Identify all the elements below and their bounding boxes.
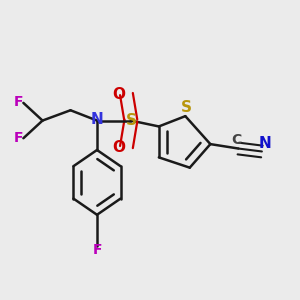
Text: N: N [91, 112, 103, 127]
Text: C: C [232, 133, 242, 147]
Text: O: O [112, 140, 126, 154]
Text: S: S [126, 113, 137, 128]
Text: F: F [92, 243, 102, 257]
Text: F: F [13, 95, 23, 109]
Text: N: N [259, 136, 271, 151]
Text: O: O [112, 87, 126, 102]
Text: F: F [13, 130, 23, 145]
Text: S: S [181, 100, 192, 115]
